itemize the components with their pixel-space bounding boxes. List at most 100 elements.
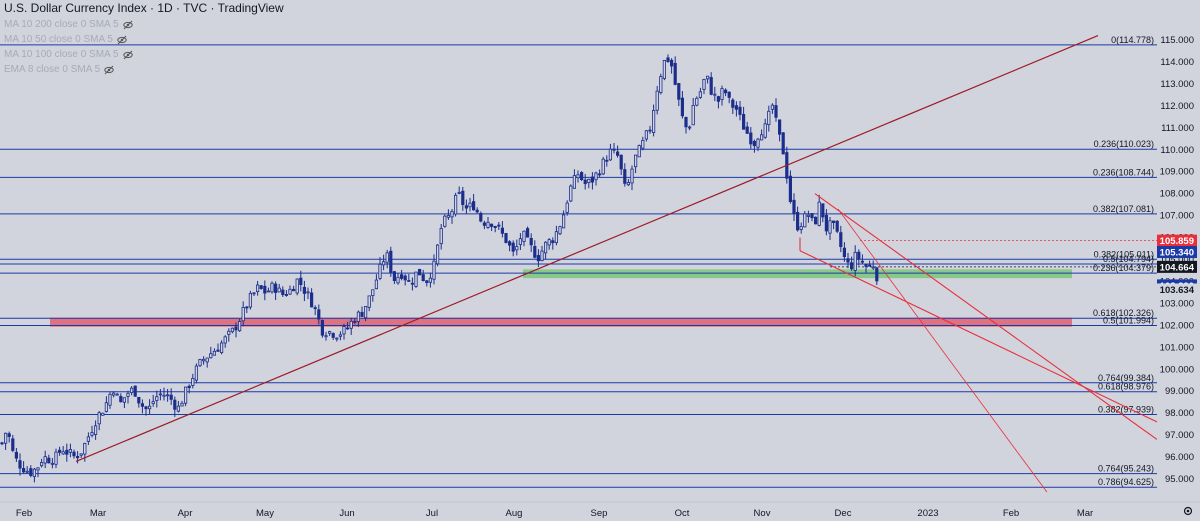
indicator-row[interactable]: MA 10 50 close 0 SMA 5 <box>4 34 127 45</box>
indicator-row[interactable]: MA 10 200 close 0 SMA 5 <box>4 19 133 30</box>
candle <box>767 110 771 125</box>
candle <box>191 378 195 386</box>
candle <box>425 280 429 284</box>
candle <box>273 283 278 293</box>
candle <box>507 241 512 246</box>
candle <box>828 220 832 234</box>
candle <box>770 104 775 110</box>
candle <box>281 289 285 295</box>
candle <box>223 336 227 344</box>
candle <box>252 292 256 295</box>
indicator-row[interactable]: EMA 8 close 0 SMA 5 <box>4 64 114 75</box>
candle <box>317 309 321 320</box>
candle <box>608 148 613 161</box>
candle <box>338 334 343 337</box>
candle <box>374 279 379 290</box>
x-tick-label: Jun <box>339 508 354 519</box>
channel-lower <box>799 250 1158 423</box>
candle <box>201 358 206 362</box>
fib-label: 0.236(110.023) <box>1094 139 1154 149</box>
fib-label: 0.786(94.625) <box>1098 477 1154 487</box>
candle <box>662 59 667 79</box>
candle <box>324 335 328 338</box>
candle <box>29 468 33 476</box>
candle <box>241 307 245 322</box>
candle <box>695 97 699 106</box>
candle <box>673 62 677 85</box>
x-tick-label: Oct <box>675 508 690 519</box>
price-label: 105.340 <box>1160 248 1194 259</box>
price-label-box <box>1157 234 1197 247</box>
y-tick-label: 101.000 <box>1160 342 1194 353</box>
candle <box>756 138 760 148</box>
candle <box>572 175 577 189</box>
fib-label: 0.5(101.994) <box>1103 315 1154 325</box>
candle <box>850 262 854 270</box>
candle <box>482 222 487 226</box>
candle <box>644 130 649 140</box>
x-tick-label: Jul <box>426 508 438 519</box>
gear-icon[interactable] <box>1182 505 1194 517</box>
candle <box>471 201 476 211</box>
x-tick-label: Mar <box>90 508 106 519</box>
candle <box>288 288 292 295</box>
candle <box>295 278 299 294</box>
eye-hidden-icon[interactable] <box>122 20 133 30</box>
candle <box>180 402 184 407</box>
x-tick-label: Sep <box>591 508 608 519</box>
fib-label: 0.382(105.011) <box>1094 249 1154 259</box>
price-label-box <box>1157 246 1197 259</box>
candle <box>457 191 461 194</box>
candle <box>727 91 731 98</box>
candle <box>183 386 188 404</box>
price-label: 105.859 <box>1160 236 1194 247</box>
candle <box>94 425 98 435</box>
candle <box>450 210 454 218</box>
candle <box>760 134 764 141</box>
y-tick-label: 99.000 <box>1165 386 1194 397</box>
x-tick-label: Feb <box>16 508 32 519</box>
candle <box>680 97 685 117</box>
candle <box>821 203 825 218</box>
fib-label: 0.382(107.081) <box>1093 204 1154 214</box>
candle <box>655 90 659 111</box>
candle <box>511 242 515 252</box>
x-tick-label: Mar <box>1077 508 1093 519</box>
candle <box>90 432 94 436</box>
fib-label: 0.764(95.243) <box>1098 464 1154 474</box>
candle <box>108 393 112 406</box>
candle <box>605 159 609 162</box>
eye-hidden-icon[interactable] <box>104 65 114 75</box>
fib-label: 0.764(99.384) <box>1098 373 1154 383</box>
candle <box>360 311 364 317</box>
candle <box>155 396 159 401</box>
y-tick-label: 114.000 <box>1160 57 1194 68</box>
eye-hidden-icon[interactable] <box>122 50 133 60</box>
candle <box>648 129 652 132</box>
candle <box>464 205 469 209</box>
indicator-row[interactable]: MA 10 100 close 0 SMA 5 <box>4 49 133 60</box>
candle <box>104 402 108 412</box>
candle <box>630 168 634 184</box>
candle <box>612 148 616 151</box>
candle <box>140 403 144 407</box>
candle <box>526 228 530 238</box>
candle <box>97 412 101 425</box>
candle <box>291 288 296 292</box>
candle <box>842 247 847 258</box>
candle <box>868 264 872 267</box>
price-label: 103.634 <box>1160 285 1195 296</box>
candle <box>846 258 850 263</box>
y-tick-label: 110.000 <box>1160 145 1194 156</box>
candle <box>493 226 497 228</box>
fib-label: 0.618(102.326) <box>1093 308 1154 318</box>
candle <box>32 468 37 477</box>
candle <box>11 438 15 451</box>
y-tick-label: 113.000 <box>1160 79 1194 90</box>
indicator-label: MA 10 50 close 0 SMA 5 <box>4 34 113 45</box>
candle <box>698 91 703 98</box>
price-label-box <box>1157 283 1197 296</box>
eye-hidden-icon[interactable] <box>117 35 127 45</box>
